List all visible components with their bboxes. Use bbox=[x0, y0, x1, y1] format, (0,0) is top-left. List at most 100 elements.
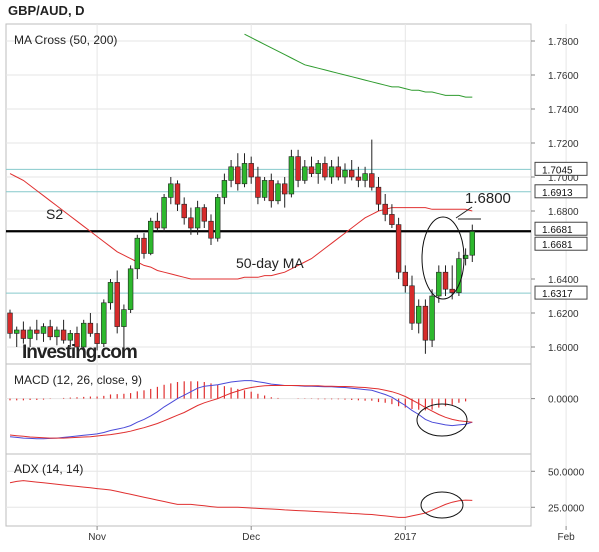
candle-body-up bbox=[302, 166, 308, 181]
adx-line bbox=[9, 480, 473, 518]
candle-body-up bbox=[415, 305, 422, 324]
candle-body-down bbox=[348, 169, 355, 178]
candle-body-up bbox=[134, 237, 140, 270]
candle-body-down bbox=[375, 186, 382, 205]
price-tick-label: 1.6400 bbox=[548, 275, 579, 286]
price-tag-label: 1.6681 bbox=[542, 225, 573, 236]
price-tick-label: 1.7200 bbox=[548, 139, 579, 150]
candle-body-down bbox=[308, 166, 315, 174]
y-axis: 1.7800 1.7600 1.7400 1.7200 1.7000 1.6800 1.64… bbox=[531, 37, 585, 514]
price-tag-box bbox=[534, 184, 588, 199]
candle-body-down bbox=[174, 183, 181, 205]
candle-body-down bbox=[7, 312, 13, 334]
candle-body-up bbox=[228, 166, 234, 181]
x-tick-label: Feb bbox=[557, 532, 575, 543]
candle-body-down bbox=[335, 166, 341, 178]
candle-body-up bbox=[67, 333, 74, 341]
candle-body-up bbox=[161, 197, 167, 229]
signal-line bbox=[9, 385, 473, 439]
candle-body-down bbox=[422, 305, 429, 341]
candle-body-down bbox=[281, 183, 288, 195]
s2-label: S2 bbox=[46, 206, 63, 222]
target-label: 1.6800 bbox=[465, 190, 511, 207]
candle-body-down bbox=[235, 166, 241, 185]
candle-body-up bbox=[462, 254, 469, 259]
candle-body-down bbox=[188, 217, 194, 229]
candle-body-up bbox=[121, 309, 127, 327]
candle-body-down bbox=[47, 326, 53, 338]
price-panel-frame bbox=[5, 23, 532, 365]
ma50-label: 50-day MA bbox=[236, 255, 304, 271]
price-tags: 1.7045 1.6913 1.6681 1.6681 1.6317 bbox=[534, 161, 588, 300]
candle-body-up bbox=[27, 329, 33, 339]
price-tick-label: 1.6000 bbox=[548, 343, 579, 354]
candle-body-down bbox=[389, 214, 395, 225]
candle-body-up bbox=[127, 268, 134, 310]
price-tag-label: 1.6681 bbox=[542, 240, 573, 251]
candle-body-up bbox=[14, 329, 20, 334]
levels-layer bbox=[6, 168, 531, 294]
candle-body-down bbox=[409, 285, 415, 324]
candle-body-up bbox=[362, 173, 368, 181]
ma200-line bbox=[244, 33, 473, 98]
candle-body-down bbox=[34, 329, 40, 334]
price-tag-label: 1.6317 bbox=[542, 289, 573, 300]
candle-body-down bbox=[208, 220, 214, 239]
price-tag-box bbox=[534, 221, 588, 236]
x-tick-label: 2017 bbox=[394, 532, 417, 543]
adx-tick-label: 25.0000 bbox=[548, 503, 585, 514]
candle-body-down bbox=[74, 333, 80, 348]
price-tick-label: 1.6800 bbox=[548, 207, 579, 218]
candle-body-down bbox=[442, 271, 449, 290]
candle-body-up bbox=[469, 231, 475, 256]
price-tick-label: 1.7800 bbox=[548, 37, 579, 48]
price-tag: 1.7045 bbox=[534, 161, 588, 176]
adx-tick-label: 50.0000 bbox=[548, 467, 585, 478]
price-tick-label: 1.7400 bbox=[548, 105, 579, 116]
candle-body-up bbox=[107, 282, 114, 304]
candle-body-down bbox=[141, 237, 147, 254]
price-highlight-circle bbox=[421, 216, 465, 300]
x-axis: Nov Dec 2017 Feb bbox=[88, 526, 575, 543]
candle-body-down bbox=[355, 176, 362, 181]
adx-panel-frame bbox=[5, 453, 532, 527]
candle-body-down bbox=[295, 156, 301, 181]
candle-body-down bbox=[402, 271, 408, 287]
candle-body-up bbox=[215, 197, 221, 239]
macd-line bbox=[9, 380, 473, 440]
candle-body-down bbox=[181, 203, 187, 219]
price-tick-label: 1.6200 bbox=[548, 309, 579, 320]
candle-body-down bbox=[382, 203, 388, 215]
macd-highlight-circle bbox=[416, 403, 468, 437]
candle-body-up bbox=[328, 166, 335, 178]
candle-body-down bbox=[87, 322, 94, 334]
adx-layer bbox=[9, 480, 473, 518]
price-tag: 1.6681 bbox=[534, 236, 588, 251]
candle-body-up bbox=[148, 220, 154, 254]
candle-body-up bbox=[101, 302, 107, 344]
price-tag-box bbox=[534, 285, 588, 300]
candle-body-down bbox=[369, 173, 375, 188]
candle-body-up bbox=[288, 156, 295, 195]
candle-body-down bbox=[268, 180, 274, 202]
price-tick-label: 1.7600 bbox=[548, 71, 579, 82]
candle-body-up bbox=[221, 180, 228, 198]
candle-body-up bbox=[261, 180, 268, 198]
candle-body-up bbox=[194, 207, 201, 229]
adx-highlight-circle bbox=[420, 491, 464, 519]
candle-body-up bbox=[456, 258, 462, 293]
candle-body-down bbox=[201, 207, 207, 222]
candle-body-up bbox=[436, 271, 442, 297]
x-tick-label: Dec bbox=[242, 532, 260, 543]
candle-body-down bbox=[255, 176, 261, 198]
candle-body-up bbox=[315, 163, 321, 174]
price-tick-label: 1.7000 bbox=[548, 173, 579, 184]
price-tag-box bbox=[534, 236, 588, 251]
candle-body-up bbox=[429, 295, 435, 341]
candle-body-down bbox=[154, 220, 161, 229]
grid-layer bbox=[6, 24, 567, 526]
candle-body-down bbox=[248, 163, 254, 178]
candle-body-down bbox=[94, 333, 100, 344]
price-tag: 1.6913 bbox=[534, 184, 588, 199]
